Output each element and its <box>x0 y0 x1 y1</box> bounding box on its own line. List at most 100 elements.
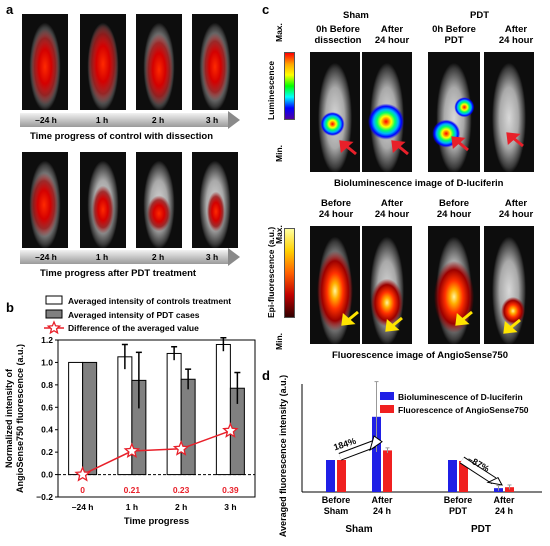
panel-d-label: d <box>262 368 270 383</box>
red-arrow-icon <box>506 132 524 148</box>
yellow-arrow-icon <box>341 310 359 326</box>
panel-a-row1-arrowhead <box>228 111 240 129</box>
panel-a-row2-mouse-3 <box>136 152 182 248</box>
panel-a-row2-time-4: 3 h <box>205 252 219 262</box>
panel-a-row1-mouse-2 <box>80 14 126 110</box>
panel-c-bottom-header-3: Before 24 hour <box>436 198 472 220</box>
bioluminescence-bar <box>448 460 457 492</box>
decrease-arrow-fill <box>460 457 496 484</box>
panel-a-row2-time-1: –24 h <box>35 252 57 262</box>
legend-label-control: Averaged intensity of controls treatment <box>68 296 231 306</box>
x-tick-label: 2 h <box>175 502 187 512</box>
flu-mouse-pdt-before <box>428 226 480 344</box>
group-label-sham: Sham <box>345 524 372 535</box>
panel-a-row1-timeline <box>20 113 228 127</box>
y-tick-label: 0.8 <box>41 380 53 390</box>
panel-a-row1-mouse-3 <box>136 14 182 110</box>
plot-frame <box>57 339 256 498</box>
difference-star-marker <box>123 442 141 459</box>
legend-label-fluorescence: Fluorescence of AngioSense750 <box>398 405 529 415</box>
flu-mouse-pdt-after <box>484 226 534 344</box>
difference-star-marker <box>172 440 190 456</box>
panel-c-fluorescence-caption: Fluorescence image of AngioSense750 <box>332 350 508 361</box>
fluorescence-bar <box>383 450 392 492</box>
y-tick-label: 1.2 <box>41 335 53 345</box>
difference-value-label: 0.23 <box>173 485 190 495</box>
pdt-bar <box>82 361 98 476</box>
difference-value-label: 0.21 <box>124 485 141 495</box>
lum-colorbar <box>284 52 295 120</box>
yellow-arrow-icon <box>503 318 521 334</box>
x-tick-label: –24 h <box>72 502 94 512</box>
legend-label-bioluminescence: Bioluminescence of D-luciferin <box>398 392 523 402</box>
epi-colorbar-min: Min. <box>274 333 284 350</box>
panel-c-top-header-3: 0h Before PDT <box>432 24 476 46</box>
x-tick-label-line2: Sham <box>324 506 349 516</box>
pdt-bar <box>180 378 196 476</box>
panel-d-chart: Averaged fluorescence intensity (a.u.) Be… <box>278 375 542 537</box>
panel-a-label: a <box>6 2 14 17</box>
panel-a-row2-title: Time progress after PDT treatment <box>40 268 197 279</box>
yellow-arrow-icon <box>455 310 473 326</box>
flu-mouse-sham-before <box>310 226 360 344</box>
bioluminescence-bar <box>326 460 335 492</box>
legend-swatch-pdt <box>45 309 63 319</box>
panel-c-top-header-2: After 24 hour <box>374 24 410 46</box>
control-bar <box>166 352 182 476</box>
panel-c-group-sham: Sham <box>343 10 369 21</box>
increase-arrowhead <box>369 435 383 452</box>
y-axis-label-line1: Normalized intensity of <box>4 368 14 468</box>
flu-mouse-sham-after <box>362 226 412 344</box>
panel-a-row1-mouse-4 <box>192 14 238 110</box>
x-axis-label: Time progress <box>124 516 189 527</box>
panel-a-row1-title: Time progress of control with dissection <box>30 131 213 142</box>
y-tick-label: −0.2 <box>36 492 53 502</box>
panel-c-top-header-1: 0h Before dissection <box>314 24 362 46</box>
group-label-pdt: PDT <box>471 524 491 535</box>
panel-c-label: c <box>262 2 270 17</box>
decrease-arrowhead <box>486 476 503 486</box>
x-tick-label-line2: PDT <box>449 506 468 516</box>
panel-b-chart: −0.2 0.0 0.2 0.4 0.6 0.8 1.0 1.2 Normalized inte… <box>4 295 256 527</box>
y-axis-label-line2: AngioSense750 fluorescence (a.u.) <box>15 344 25 493</box>
fluorescence-bar <box>459 460 468 492</box>
x-tick-label-line1: Before <box>322 495 351 505</box>
legend-star-difference <box>46 320 62 335</box>
panel-c-bottom-headers: Before 24 hour After 24 hour Before 24 h… <box>310 198 550 228</box>
legend-swatch-bioluminescence <box>380 392 394 400</box>
difference-value-label: 0 <box>80 485 85 495</box>
lum-colorbar-max: Max. <box>274 23 284 42</box>
x-tick-label-line1: Before <box>444 495 473 505</box>
lum-colorbar-title: Luminescence <box>266 60 276 120</box>
panel-c-top-header-4: After 24 hour <box>498 24 534 46</box>
legend-swatch-control <box>45 295 63 305</box>
panel-a-row2-timeline <box>20 250 228 264</box>
x-tick-label: 3 h <box>224 502 236 512</box>
panel-a-row1-time-3: 2 h <box>151 115 165 125</box>
difference-value-label: 0.39 <box>222 485 239 495</box>
panel-a-row2-mouse-4 <box>192 152 238 248</box>
panel-b-label: b <box>6 300 14 315</box>
bioluminescence-bar <box>372 416 381 492</box>
difference-star-marker <box>74 465 91 482</box>
legend-label-difference: Difference of the averaged value <box>68 323 199 333</box>
epi-colorbar-title: Epi-fluorescence (a.u.) <box>266 226 276 318</box>
epi-colorbar <box>284 228 295 318</box>
panel-c-bottom-header-2: After 24 hour <box>374 198 410 220</box>
x-tick-label-line1: After <box>493 495 514 505</box>
panel-a-row2-time-2: 1 h <box>95 252 109 262</box>
y-axis-label: Averaged fluorescence intensity (a.u.) <box>278 375 288 537</box>
panel-a-row2-mouse-1 <box>22 152 68 248</box>
increase-arrow-fill <box>338 441 376 460</box>
panel-c-bottom-header-4: After 24 hour <box>498 198 534 220</box>
panel-a-row1-time-4: 3 h <box>205 115 219 125</box>
panel-c-bioluminescence-caption: Bioluminescence image of D-luciferin <box>334 178 504 189</box>
difference-line <box>82 430 231 476</box>
panel-a-row1-time-2: 1 h <box>95 115 109 125</box>
legend-label-pdt: Averaged intensity of PDT cases <box>68 310 200 320</box>
y-tick-label: 0.0 <box>41 470 53 480</box>
panel-c-top-headers: 0h Before dissection After 24 hour 0h Be… <box>310 24 550 54</box>
x-tick-label-line2: 24 h <box>373 506 391 516</box>
fluorescence-bar <box>505 487 514 492</box>
bio-mouse-pdt-before <box>428 52 480 172</box>
